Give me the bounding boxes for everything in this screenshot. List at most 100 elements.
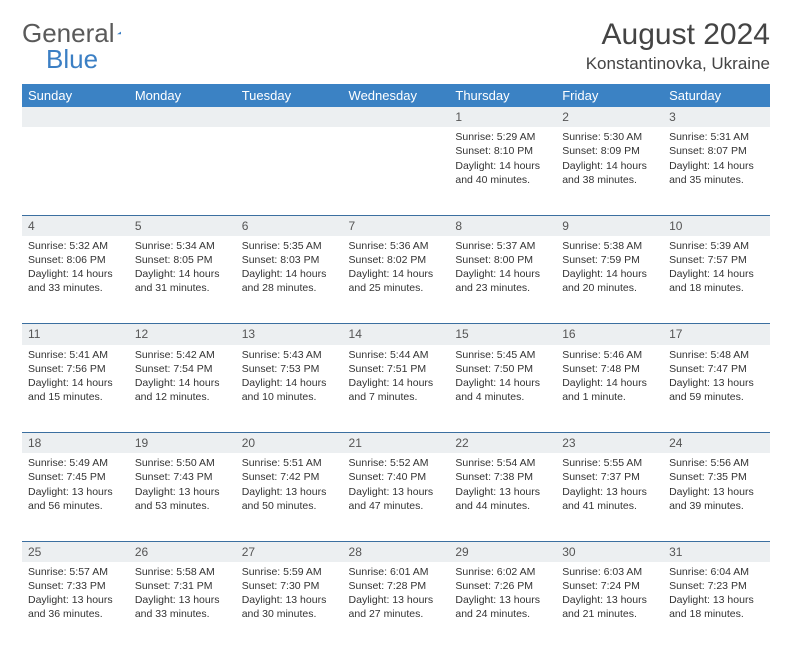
day-content-cell: Sunrise: 5:29 AMSunset: 8:10 PMDaylight:… — [449, 127, 556, 215]
day-content-cell: Sunrise: 5:59 AMSunset: 7:30 PMDaylight:… — [236, 562, 343, 650]
daylight-line: Daylight: 14 hours and 33 minutes. — [28, 267, 123, 295]
sunset-line: Sunset: 7:51 PM — [349, 362, 444, 376]
sunset-line: Sunset: 8:10 PM — [455, 144, 550, 158]
day-number-cell: 29 — [449, 541, 556, 562]
day-number-cell: 14 — [343, 324, 450, 345]
sunset-line: Sunset: 7:50 PM — [455, 362, 550, 376]
day-content-cell: Sunrise: 5:57 AMSunset: 7:33 PMDaylight:… — [22, 562, 129, 650]
sunset-line: Sunset: 8:06 PM — [28, 253, 123, 267]
day-number-cell: 28 — [343, 541, 450, 562]
weekday-header: Thursday — [449, 84, 556, 107]
sunrise-line: Sunrise: 5:46 AM — [562, 348, 657, 362]
daylight-line: Daylight: 13 hours and 27 minutes. — [349, 593, 444, 621]
sunset-line: Sunset: 8:05 PM — [135, 253, 230, 267]
day-content-cell: Sunrise: 5:56 AMSunset: 7:35 PMDaylight:… — [663, 453, 770, 541]
day-number-cell: 2 — [556, 107, 663, 127]
daylight-line: Daylight: 14 hours and 20 minutes. — [562, 267, 657, 295]
day-content-cell: Sunrise: 5:41 AMSunset: 7:56 PMDaylight:… — [22, 345, 129, 433]
weekday-header-row: SundayMondayTuesdayWednesdayThursdayFrid… — [22, 84, 770, 107]
day-content-cell: Sunrise: 5:38 AMSunset: 7:59 PMDaylight:… — [556, 236, 663, 324]
sunrise-line: Sunrise: 5:49 AM — [28, 456, 123, 470]
day-number-cell: 21 — [343, 433, 450, 454]
day-number-cell: 16 — [556, 324, 663, 345]
daylight-line: Daylight: 14 hours and 28 minutes. — [242, 267, 337, 295]
daylight-line: Daylight: 13 hours and 18 minutes. — [669, 593, 764, 621]
daylight-line: Daylight: 14 hours and 1 minute. — [562, 376, 657, 404]
daylight-line: Daylight: 14 hours and 40 minutes. — [455, 159, 550, 187]
sunrise-line: Sunrise: 5:32 AM — [28, 239, 123, 253]
weekday-header: Sunday — [22, 84, 129, 107]
weekday-header: Friday — [556, 84, 663, 107]
daylight-line: Daylight: 13 hours and 36 minutes. — [28, 593, 123, 621]
sunrise-line: Sunrise: 5:51 AM — [242, 456, 337, 470]
sunset-line: Sunset: 8:07 PM — [669, 144, 764, 158]
day-content-cell: Sunrise: 5:58 AMSunset: 7:31 PMDaylight:… — [129, 562, 236, 650]
daylight-line: Daylight: 13 hours and 21 minutes. — [562, 593, 657, 621]
day-number-cell: 17 — [663, 324, 770, 345]
daylight-line: Daylight: 13 hours and 30 minutes. — [242, 593, 337, 621]
daylight-line: Daylight: 14 hours and 4 minutes. — [455, 376, 550, 404]
daylight-line: Daylight: 14 hours and 15 minutes. — [28, 376, 123, 404]
sunrise-line: Sunrise: 5:57 AM — [28, 565, 123, 579]
day-number-cell: 18 — [22, 433, 129, 454]
weekday-header: Tuesday — [236, 84, 343, 107]
sunset-line: Sunset: 7:43 PM — [135, 470, 230, 484]
weekday-header: Saturday — [663, 84, 770, 107]
day-number-cell — [343, 107, 450, 127]
sunset-line: Sunset: 7:54 PM — [135, 362, 230, 376]
day-number-cell: 10 — [663, 215, 770, 236]
month-title: August 2024 — [586, 18, 770, 52]
daylight-line: Daylight: 13 hours and 50 minutes. — [242, 485, 337, 513]
daylight-line: Daylight: 13 hours and 59 minutes. — [669, 376, 764, 404]
sunrise-line: Sunrise: 5:50 AM — [135, 456, 230, 470]
sunrise-line: Sunrise: 5:34 AM — [135, 239, 230, 253]
day-content-row: Sunrise: 5:41 AMSunset: 7:56 PMDaylight:… — [22, 345, 770, 433]
sunset-line: Sunset: 7:45 PM — [28, 470, 123, 484]
sunset-line: Sunset: 7:48 PM — [562, 362, 657, 376]
daylight-line: Daylight: 13 hours and 47 minutes. — [349, 485, 444, 513]
day-content-cell: Sunrise: 5:52 AMSunset: 7:40 PMDaylight:… — [343, 453, 450, 541]
logo-triangle-icon — [117, 24, 122, 42]
sunset-line: Sunset: 7:28 PM — [349, 579, 444, 593]
sunset-line: Sunset: 7:23 PM — [669, 579, 764, 593]
sunrise-line: Sunrise: 5:56 AM — [669, 456, 764, 470]
day-number-row: 123 — [22, 107, 770, 127]
day-number-cell: 13 — [236, 324, 343, 345]
day-content-cell: Sunrise: 5:36 AMSunset: 8:02 PMDaylight:… — [343, 236, 450, 324]
day-number-cell: 6 — [236, 215, 343, 236]
day-content-cell: Sunrise: 5:35 AMSunset: 8:03 PMDaylight:… — [236, 236, 343, 324]
day-content-cell: Sunrise: 5:30 AMSunset: 8:09 PMDaylight:… — [556, 127, 663, 215]
day-content-cell: Sunrise: 5:42 AMSunset: 7:54 PMDaylight:… — [129, 345, 236, 433]
day-number-row: 11121314151617 — [22, 324, 770, 345]
day-number-cell — [129, 107, 236, 127]
day-content-cell: Sunrise: 6:02 AMSunset: 7:26 PMDaylight:… — [449, 562, 556, 650]
daylight-line: Daylight: 14 hours and 35 minutes. — [669, 159, 764, 187]
daylight-line: Daylight: 14 hours and 31 minutes. — [135, 267, 230, 295]
day-content-cell: Sunrise: 5:54 AMSunset: 7:38 PMDaylight:… — [449, 453, 556, 541]
day-content-cell: Sunrise: 5:31 AMSunset: 8:07 PMDaylight:… — [663, 127, 770, 215]
sunset-line: Sunset: 7:24 PM — [562, 579, 657, 593]
sunrise-line: Sunrise: 5:35 AM — [242, 239, 337, 253]
sunset-line: Sunset: 7:42 PM — [242, 470, 337, 484]
calendar-table: SundayMondayTuesdayWednesdayThursdayFrid… — [22, 84, 770, 650]
day-content-cell: Sunrise: 5:44 AMSunset: 7:51 PMDaylight:… — [343, 345, 450, 433]
sunrise-line: Sunrise: 6:02 AM — [455, 565, 550, 579]
sunset-line: Sunset: 7:30 PM — [242, 579, 337, 593]
day-content-cell: Sunrise: 5:45 AMSunset: 7:50 PMDaylight:… — [449, 345, 556, 433]
day-number-cell — [22, 107, 129, 127]
sunrise-line: Sunrise: 5:31 AM — [669, 130, 764, 144]
day-content-cell: Sunrise: 5:43 AMSunset: 7:53 PMDaylight:… — [236, 345, 343, 433]
sunset-line: Sunset: 7:37 PM — [562, 470, 657, 484]
sunrise-line: Sunrise: 5:41 AM — [28, 348, 123, 362]
sunrise-line: Sunrise: 6:03 AM — [562, 565, 657, 579]
day-number-row: 45678910 — [22, 215, 770, 236]
day-number-cell: 30 — [556, 541, 663, 562]
day-number-cell: 24 — [663, 433, 770, 454]
sunrise-line: Sunrise: 5:48 AM — [669, 348, 764, 362]
day-content-row: Sunrise: 5:57 AMSunset: 7:33 PMDaylight:… — [22, 562, 770, 650]
day-content-cell: Sunrise: 5:37 AMSunset: 8:00 PMDaylight:… — [449, 236, 556, 324]
sunset-line: Sunset: 8:09 PM — [562, 144, 657, 158]
sunset-line: Sunset: 7:35 PM — [669, 470, 764, 484]
weekday-header: Wednesday — [343, 84, 450, 107]
sunrise-line: Sunrise: 5:39 AM — [669, 239, 764, 253]
